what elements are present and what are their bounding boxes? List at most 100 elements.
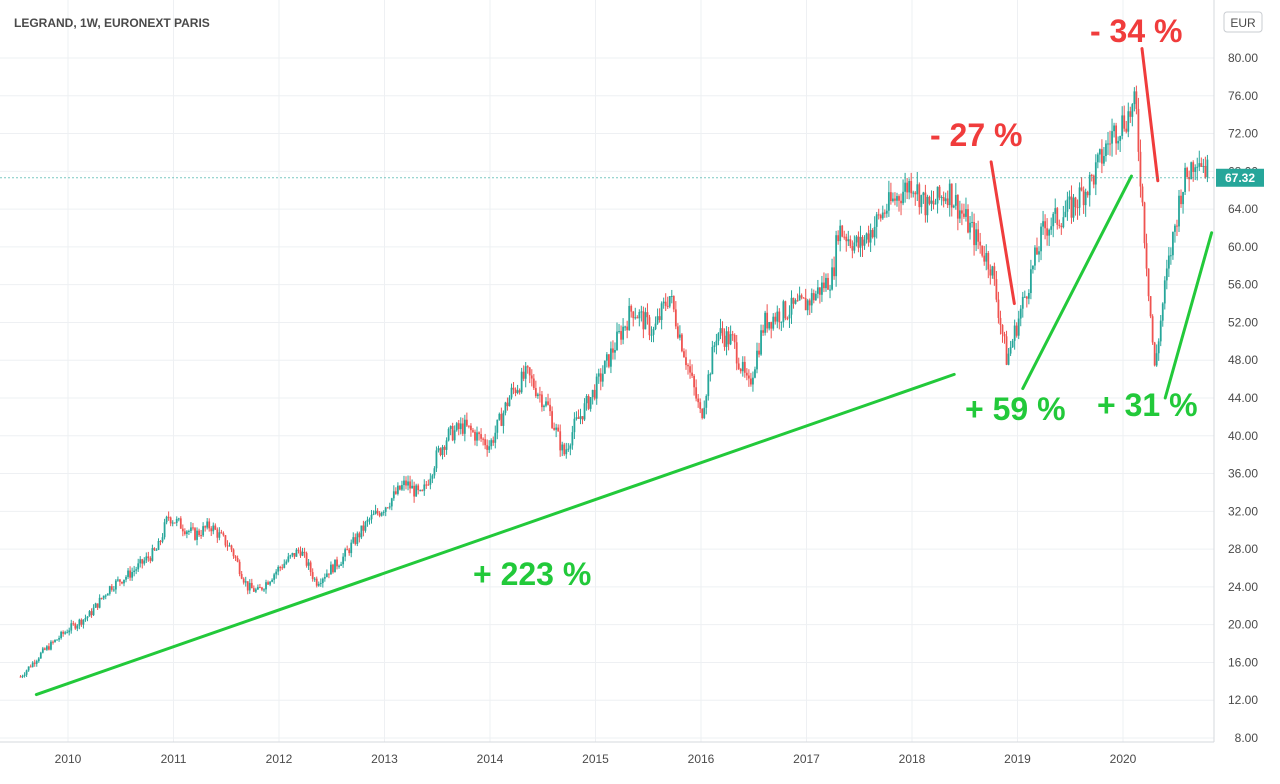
candle-body[interactable] [1103,156,1105,164]
candle-body[interactable] [29,666,32,668]
candle-body[interactable] [569,445,572,449]
candle-body[interactable] [236,558,239,562]
candle-body[interactable] [818,287,821,295]
candle-body[interactable] [261,587,263,590]
candle-body[interactable] [478,432,480,435]
candle-body[interactable] [429,478,432,485]
candle-body[interactable] [506,402,509,407]
candle-body[interactable] [293,553,296,557]
candle-body[interactable] [220,532,223,534]
candle-body[interactable] [323,576,326,579]
candle-body[interactable] [695,387,698,399]
candle-body[interactable] [792,297,795,304]
candle-body[interactable] [774,316,777,322]
candle-body[interactable] [833,267,835,277]
candle-body[interactable] [108,586,111,594]
candle-body[interactable] [709,374,712,376]
candle-body[interactable] [492,440,495,443]
candle-body[interactable] [35,661,38,664]
candle-body[interactable] [944,198,947,202]
candle-body[interactable] [660,303,663,320]
candle-body[interactable] [839,225,842,242]
candle-body[interactable] [295,549,298,557]
candle-body[interactable] [114,580,117,590]
candle-body[interactable] [198,530,200,536]
candle-body[interactable] [620,331,622,340]
candle-body[interactable] [873,226,876,238]
candle-body[interactable] [634,317,637,319]
candle-body[interactable] [664,301,667,306]
candle-body[interactable] [539,394,541,396]
candle-body[interactable] [508,397,511,407]
candle-body[interactable] [835,235,838,277]
candle-body[interactable] [216,529,219,538]
candle-body[interactable] [1169,255,1172,257]
candle-body[interactable] [1109,143,1111,145]
candle-body[interactable] [281,567,284,569]
candle-body[interactable] [445,440,448,450]
candle-body[interactable] [679,334,681,338]
candle-body[interactable] [780,321,783,323]
candle-body[interactable] [455,423,458,431]
candle-body[interactable] [131,572,134,578]
candle-body[interactable] [151,548,154,561]
candle-body[interactable] [1060,225,1063,228]
candle-body[interactable] [399,485,401,490]
candle-body[interactable] [370,514,373,520]
candle-body[interactable] [106,593,109,596]
candle-body[interactable] [1127,111,1130,132]
candle-body[interactable] [950,183,953,208]
candle-body[interactable] [577,417,580,419]
candle-body[interactable] [601,373,604,382]
candles[interactable] [19,85,1209,679]
candle-body[interactable] [1105,143,1107,157]
candle-body[interactable] [940,197,943,199]
candle-body[interactable] [652,329,655,335]
candle-body[interactable] [979,241,982,246]
candle-body[interactable] [299,550,302,556]
candle-body[interactable] [117,579,119,581]
candle-body[interactable] [325,573,328,577]
candle-body[interactable] [1056,208,1059,225]
candle-body[interactable] [900,200,902,204]
candle-body[interactable] [376,510,379,514]
candle-body[interactable] [346,549,349,551]
candle-body[interactable] [465,419,468,426]
candle-body[interactable] [536,394,539,397]
candle-body[interactable] [674,309,677,327]
candle-body[interactable] [204,526,207,528]
candle-body[interactable] [125,576,127,580]
candle-body[interactable] [50,641,52,650]
candle-body[interactable] [875,214,878,227]
candle-body[interactable] [1001,324,1004,335]
candle-body[interactable] [1019,308,1022,319]
candle-body[interactable] [167,516,170,518]
candle-body[interactable] [658,316,661,320]
candle-body[interactable] [494,432,497,443]
candle-body[interactable] [589,397,592,409]
candle-body[interactable] [845,236,848,242]
candle-body[interactable] [1074,197,1077,208]
candle-body[interactable] [388,506,391,508]
candle-body[interactable] [756,350,758,370]
candle-body[interactable] [778,311,781,323]
candle-body[interactable] [612,348,614,353]
candle-body[interactable] [1076,207,1079,209]
candle-body[interactable] [500,413,503,426]
candle-body[interactable] [19,676,22,678]
candle-body[interactable] [135,569,138,571]
candle-body[interactable] [84,618,87,620]
candle-body[interactable] [470,425,472,431]
candle-body[interactable] [857,236,860,248]
candle-body[interactable] [157,541,160,550]
candle-body[interactable] [930,200,933,204]
candle-body[interactable] [707,374,710,397]
candle-body[interactable] [640,311,643,313]
candle-body[interactable] [918,184,921,208]
candle-body[interactable] [662,301,665,304]
candle-body[interactable] [528,367,531,376]
candle-body[interactable] [39,652,42,659]
candle-body[interactable] [143,560,146,564]
candle-body[interactable] [1032,265,1034,270]
candle-body[interactable] [636,317,639,319]
